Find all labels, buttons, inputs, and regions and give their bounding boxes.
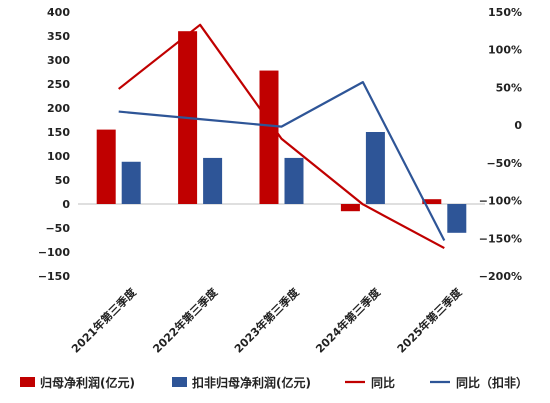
left-axis-tick-label: 200: [47, 102, 70, 115]
right-axis-tick-label: −150%: [479, 232, 522, 245]
legend-item: 同比（扣非）: [430, 375, 528, 390]
legend-item: 归母净利润(亿元): [20, 375, 135, 390]
left-axis-tick-label: 300: [47, 54, 70, 67]
left-axis-tick-label: 0: [62, 198, 70, 211]
right-axis-tick-label: −200%: [479, 270, 522, 283]
right-axis-tick-label: 0: [514, 119, 522, 132]
line-yoy-deducted: [118, 81, 446, 242]
legend-label: 同比: [371, 375, 395, 390]
category-label: 2022年第三季度: [150, 285, 221, 356]
left-axis-tick-label: 350: [47, 30, 70, 43]
bar-net-profit: [96, 129, 116, 204]
right-axis-tick-label: 150%: [488, 6, 522, 19]
legend-item: 同比: [345, 375, 395, 390]
right-axis-tick-label: 50%: [496, 81, 522, 94]
legend-swatch: [172, 377, 187, 387]
legend-label: 扣非归母净利润(亿元): [192, 375, 311, 390]
legend-item: 扣非归母净利润(亿元): [172, 375, 311, 390]
bar-deducted-net-profit: [447, 204, 467, 233]
left-axis-tick-label: 250: [47, 78, 70, 91]
category-label: 2023年第三季度: [231, 285, 302, 356]
left-axis-tick-label: 150: [47, 126, 70, 139]
bar-deducted-net-profit: [284, 157, 304, 204]
category-label: 2024年第三季度: [313, 285, 384, 356]
legend-swatch: [20, 377, 35, 387]
right-axis-tick-label: 100%: [488, 44, 522, 57]
legend-label: 归母净利润(亿元): [40, 375, 135, 390]
category-label: 2021年第三季度: [68, 285, 139, 356]
left-axis-tick-label: 50: [55, 174, 71, 187]
right-axis-tick-label: −50%: [486, 157, 522, 170]
lines-layer: [118, 23, 446, 250]
category-labels-layer: 2021年第三季度 2022年第三季度 2023年第三季度 2024年第三季度 2025…: [68, 285, 465, 356]
bar-net-profit: [340, 204, 360, 212]
bar-deducted-net-profit: [365, 132, 385, 204]
bar-net-profit: [259, 70, 279, 204]
bar-deducted-net-profit: [121, 161, 141, 204]
legend: 归母净利润(亿元) 扣非归母净利润(亿元) 同比 同比（扣非）: [20, 375, 528, 390]
left-axis-tick-label: 100: [47, 150, 70, 163]
legend-label: 同比（扣非）: [456, 375, 528, 390]
left-axis-tick-label: −50: [45, 222, 70, 235]
right-axis-tick-label: −100%: [479, 195, 522, 208]
line-yoy: [118, 23, 445, 250]
category-label: 2025年第三季度: [394, 285, 465, 356]
left-axis-tick-label: 400: [47, 6, 70, 19]
left-axis-tick-label: −100: [38, 246, 71, 259]
axes-layer: 400 350 300 250 200 150 100 50 0 −50 −100 −150 150% 1…: [38, 6, 523, 283]
bar-net-profit: [422, 199, 442, 204]
left-axis-tick-label: −150: [38, 270, 71, 283]
bar-deducted-net-profit: [203, 157, 223, 204]
